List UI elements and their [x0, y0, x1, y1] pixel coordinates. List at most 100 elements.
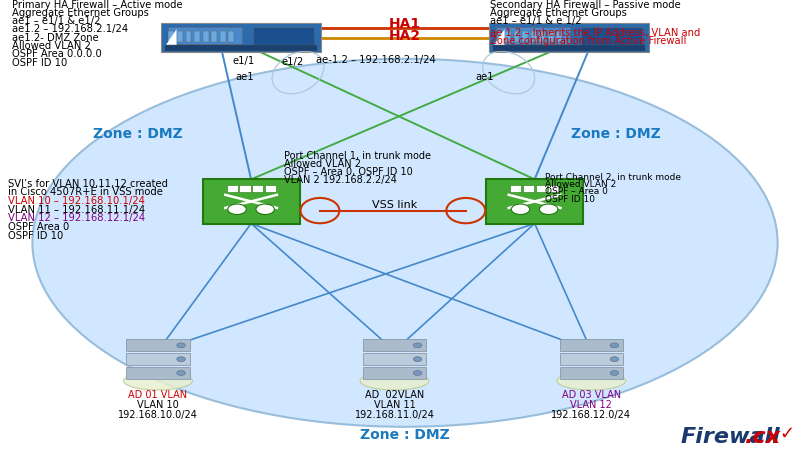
- FancyBboxPatch shape: [168, 31, 174, 43]
- FancyBboxPatch shape: [486, 179, 583, 224]
- FancyBboxPatch shape: [126, 340, 190, 352]
- FancyBboxPatch shape: [194, 31, 200, 43]
- Text: Zone : DMZ: Zone : DMZ: [360, 427, 450, 442]
- Circle shape: [610, 343, 619, 348]
- Text: VLAN 12 – 192.168.12.1/24: VLAN 12 – 192.168.12.1/24: [8, 213, 145, 223]
- FancyBboxPatch shape: [202, 31, 208, 43]
- FancyBboxPatch shape: [363, 340, 426, 352]
- Text: ae1 – e1/1 & e 1/2: ae1 – e1/1 & e 1/2: [490, 16, 582, 26]
- FancyBboxPatch shape: [522, 31, 528, 43]
- Text: ae1.2- DMZ Zone: ae1.2- DMZ Zone: [12, 33, 99, 43]
- Text: OSPF Area 0.0.0.0: OSPF Area 0.0.0.0: [12, 49, 102, 59]
- FancyBboxPatch shape: [253, 28, 314, 48]
- Text: HA2: HA2: [389, 29, 421, 44]
- FancyBboxPatch shape: [560, 340, 623, 352]
- Text: VLAN 10: VLAN 10: [137, 399, 179, 409]
- Circle shape: [413, 357, 422, 362]
- FancyBboxPatch shape: [514, 31, 519, 43]
- Ellipse shape: [360, 372, 429, 390]
- FancyBboxPatch shape: [539, 31, 545, 43]
- Ellipse shape: [123, 372, 193, 390]
- Text: ae1: ae1: [475, 72, 494, 82]
- Text: Zone : DMZ: Zone : DMZ: [93, 127, 182, 141]
- FancyBboxPatch shape: [227, 186, 238, 193]
- Text: Allowed VLAN 2: Allowed VLAN 2: [12, 41, 91, 51]
- FancyBboxPatch shape: [493, 45, 645, 52]
- Text: Allowed VLAN 2: Allowed VLAN 2: [284, 159, 360, 169]
- Text: ✓: ✓: [779, 424, 795, 442]
- Text: OSPF ID 10: OSPF ID 10: [12, 57, 67, 67]
- Text: AD 01 VLAN: AD 01 VLAN: [129, 389, 187, 399]
- Circle shape: [413, 343, 422, 348]
- FancyBboxPatch shape: [185, 31, 191, 43]
- Text: Zone : DMZ: Zone : DMZ: [571, 127, 660, 141]
- Text: ae1.2 – 192.168.2.1/24: ae1.2 – 192.168.2.1/24: [12, 24, 128, 34]
- FancyBboxPatch shape: [161, 24, 321, 53]
- Text: e1/1: e1/1: [232, 56, 254, 66]
- Text: in Cisco 4507R+E in VSS mode: in Cisco 4507R+E in VSS mode: [8, 187, 163, 197]
- FancyBboxPatch shape: [165, 45, 317, 52]
- Text: VSS link: VSS link: [372, 200, 417, 209]
- FancyBboxPatch shape: [531, 31, 536, 43]
- Text: OSPF – Area 0: OSPF – Area 0: [545, 187, 608, 196]
- Text: Zone configuration from Active Firewall: Zone configuration from Active Firewall: [490, 36, 686, 46]
- Ellipse shape: [557, 372, 625, 390]
- Text: OSPF ID 10: OSPF ID 10: [8, 230, 63, 240]
- FancyBboxPatch shape: [363, 353, 426, 365]
- Circle shape: [177, 357, 185, 362]
- FancyBboxPatch shape: [177, 31, 183, 43]
- Text: HA1: HA1: [389, 17, 421, 31]
- FancyBboxPatch shape: [556, 31, 562, 43]
- FancyBboxPatch shape: [548, 31, 554, 43]
- FancyBboxPatch shape: [126, 367, 190, 379]
- Polygon shape: [166, 30, 177, 45]
- FancyBboxPatch shape: [220, 31, 226, 43]
- Text: Secondary HA Firewall – Passive mode: Secondary HA Firewall – Passive mode: [490, 0, 680, 10]
- FancyBboxPatch shape: [497, 31, 502, 43]
- Circle shape: [228, 205, 246, 215]
- FancyBboxPatch shape: [240, 186, 250, 193]
- Polygon shape: [494, 30, 505, 45]
- FancyBboxPatch shape: [496, 28, 570, 45]
- Text: VLAN 11: VLAN 11: [373, 399, 416, 409]
- FancyBboxPatch shape: [202, 179, 300, 224]
- Text: VLAN 2 192.168.2.2/24: VLAN 2 192.168.2.2/24: [284, 174, 396, 185]
- FancyBboxPatch shape: [510, 186, 522, 193]
- Text: Firewall: Firewall: [680, 425, 780, 446]
- Text: e1/2: e1/2: [282, 57, 304, 67]
- Text: VLAN 10 – 192.168.10.1/24: VLAN 10 – 192.168.10.1/24: [8, 196, 145, 206]
- Ellipse shape: [32, 60, 778, 427]
- FancyBboxPatch shape: [505, 31, 511, 43]
- FancyBboxPatch shape: [489, 24, 649, 53]
- FancyBboxPatch shape: [523, 186, 534, 193]
- Text: Aggregate Ethernet Groups: Aggregate Ethernet Groups: [490, 8, 627, 18]
- Text: SVI’s for VLAN 10,11,12 created: SVI’s for VLAN 10,11,12 created: [8, 179, 168, 189]
- FancyBboxPatch shape: [211, 31, 217, 43]
- Circle shape: [610, 357, 619, 362]
- FancyBboxPatch shape: [560, 353, 623, 365]
- Text: ae1 – e1/1 & e1/2: ae1 – e1/1 & e1/2: [12, 16, 100, 26]
- Text: ae1: ae1: [235, 72, 254, 82]
- Circle shape: [511, 205, 530, 215]
- Circle shape: [539, 205, 558, 215]
- Text: .cx: .cx: [745, 425, 782, 446]
- Circle shape: [177, 371, 185, 375]
- Text: Port Channel 2, in trunk mode: Port Channel 2, in trunk mode: [545, 172, 681, 181]
- FancyBboxPatch shape: [560, 367, 623, 379]
- Text: AD 03 VLAN: AD 03 VLAN: [562, 389, 620, 399]
- Text: 192.168.12.0/24: 192.168.12.0/24: [552, 409, 631, 419]
- FancyBboxPatch shape: [581, 28, 642, 48]
- Text: ae-1.2 – 192.168.2.1/24: ae-1.2 – 192.168.2.1/24: [316, 56, 436, 65]
- Circle shape: [177, 343, 185, 348]
- Text: Primary HA Firewall – Active mode: Primary HA Firewall – Active mode: [12, 0, 183, 10]
- FancyBboxPatch shape: [265, 186, 276, 193]
- FancyBboxPatch shape: [363, 367, 426, 379]
- Text: 192.168.10.0/24: 192.168.10.0/24: [118, 409, 198, 419]
- Text: Aggregate Ethernet Groups: Aggregate Ethernet Groups: [12, 8, 149, 18]
- Text: Port Channel 1, in trunk mode: Port Channel 1, in trunk mode: [284, 151, 430, 161]
- Text: VLAN 11 – 192.168.11.1/24: VLAN 11 – 192.168.11.1/24: [8, 204, 145, 214]
- FancyBboxPatch shape: [228, 31, 234, 43]
- Text: OSPF ID 10: OSPF ID 10: [545, 194, 595, 203]
- FancyBboxPatch shape: [252, 186, 263, 193]
- Circle shape: [256, 205, 275, 215]
